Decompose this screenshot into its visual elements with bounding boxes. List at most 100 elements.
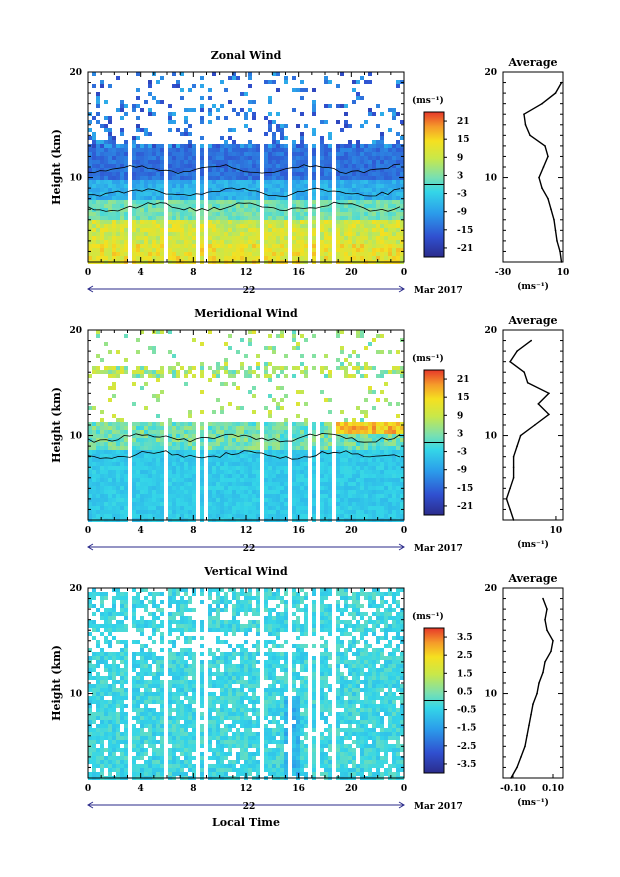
colorbar-tick-label: 2.5 [457,651,473,661]
x-tick-label: 4 [138,526,144,536]
average-title: Average [507,314,557,327]
average-point [544,619,546,621]
x-tick-label: 16 [292,268,305,278]
average-point [538,403,540,405]
avg-x-label: (ms⁻¹) [517,797,549,808]
panel-title: Vertical Wind [203,565,288,578]
average-point [516,350,518,352]
average-point [541,187,543,189]
avg-x-label: (ms⁻¹) [517,281,549,292]
x-tick-label: 20 [345,784,358,794]
x-tick-label: 0 [85,526,91,536]
avg-y-tick-label: 20 [484,584,497,594]
day-label: 22 [243,544,256,554]
avg-x-tick-label: 10 [550,526,563,536]
average-point [529,135,531,137]
colorbar-tick-label: 21 [457,375,470,385]
average-point [548,393,550,395]
colorbar-tick-label: 1.5 [457,669,473,679]
x-tick-label: 4 [138,784,144,794]
average-point [513,519,515,521]
colorbar-tick-label: -15 [457,484,473,494]
average-point [526,735,528,737]
colorbar-tick-label: 15 [457,135,470,145]
average-point [523,371,525,373]
y-axis-label: Height (km) [50,387,63,463]
colorbar-tick-label: -15 [457,226,473,236]
average-point [510,777,512,779]
average-title: Average [507,572,557,585]
average-point [524,746,526,748]
avg-y-tick-label: 10 [484,174,497,184]
heatmap-field [88,588,404,780]
x-tick-label: 8 [190,268,196,278]
average-point [541,103,543,105]
x-tick-label: 0 [85,784,91,794]
average-point [530,714,532,716]
panel-title: Zonal Wind [211,49,282,62]
y-tick-label: 10 [69,690,82,700]
x-tick-label: 20 [345,526,358,536]
average-title: Average [507,56,557,69]
average-point [525,124,527,126]
y-tick-label: 10 [69,174,82,184]
colorbar-unit: (ms⁻¹) [412,353,444,364]
x-axis-label: Local Time [212,816,280,829]
average-point [523,113,525,115]
average-line [511,599,553,778]
x-tick-label: 0 [401,526,407,536]
average-point [559,251,561,253]
colorbar-tick-label: -3 [457,190,467,200]
average-point [553,219,555,221]
average-point [538,177,540,179]
average-point [544,661,546,663]
average-point [550,651,552,653]
colorbar-tick-label: 3.5 [457,633,473,643]
x-tick-label: 12 [240,268,253,278]
average-point [516,767,518,769]
x-tick-label: 8 [190,784,196,794]
avg-x-tick-label: -30 [495,268,511,278]
x-tick-label: 0 [85,268,91,278]
x-tick-label: 4 [138,268,144,278]
x-tick-label: 8 [190,526,196,536]
colorbar-tick-label: 0.5 [457,687,473,697]
average-point [509,488,511,490]
x-tick-label: 16 [292,526,305,536]
colorbar-unit: (ms⁻¹) [412,611,444,622]
average-line [524,83,562,262]
colorbar-tick-label: -21 [457,244,473,254]
heatmap-field [88,330,404,522]
colorbar-tick-label: -9 [457,208,467,218]
y-tick-label: 20 [69,326,82,336]
x-tick-label: 16 [292,784,305,794]
x-tick-label: 0 [401,268,407,278]
colorbar-tick-label: -9 [457,466,467,476]
average-point [542,672,544,674]
average-point [534,424,536,426]
average-frame [503,588,563,778]
colorbar-tick-label: -3.5 [457,760,476,770]
average-point [538,682,540,684]
y-tick-label: 10 [69,432,82,442]
average-point [561,261,563,263]
colorbar-tick-label: 9 [457,153,463,163]
avg-y-tick-label: 20 [484,326,497,336]
average-point [547,198,549,200]
colorbar-tick-label: -2.5 [457,742,476,752]
y-axis-label: Height (km) [50,645,63,721]
colorbar-tick-label: -1.5 [457,724,476,734]
average-point [542,598,544,600]
day-label: 22 [243,802,256,812]
x-tick-label: 20 [345,268,358,278]
average-point [548,414,550,416]
avg-y-tick-label: 10 [484,432,497,442]
avg-y-tick-label: 20 [484,68,497,78]
average-point [555,230,557,232]
